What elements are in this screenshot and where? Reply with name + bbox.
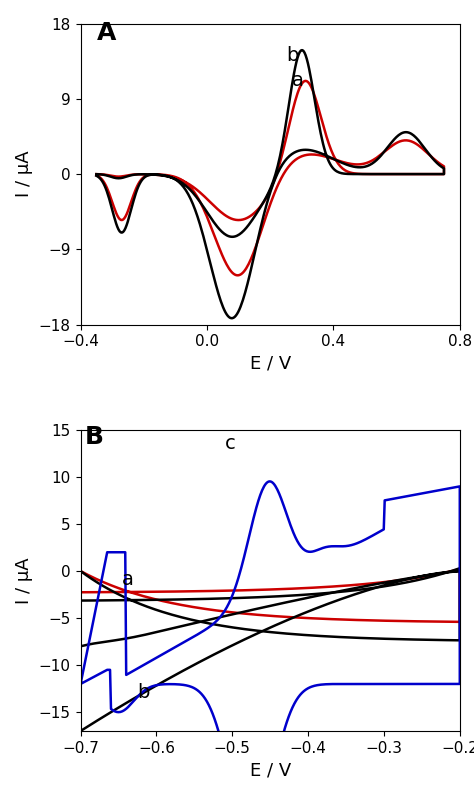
Y-axis label: I / μA: I / μA bbox=[15, 557, 33, 604]
Text: B: B bbox=[84, 425, 103, 449]
X-axis label: E / V: E / V bbox=[249, 762, 291, 779]
X-axis label: E / V: E / V bbox=[249, 355, 291, 373]
Text: A: A bbox=[96, 21, 116, 46]
Text: b: b bbox=[286, 46, 298, 65]
Text: a: a bbox=[122, 570, 134, 590]
Y-axis label: I / μA: I / μA bbox=[15, 151, 33, 197]
Text: a: a bbox=[292, 72, 304, 90]
Text: c: c bbox=[225, 434, 236, 453]
Text: b: b bbox=[137, 683, 150, 702]
